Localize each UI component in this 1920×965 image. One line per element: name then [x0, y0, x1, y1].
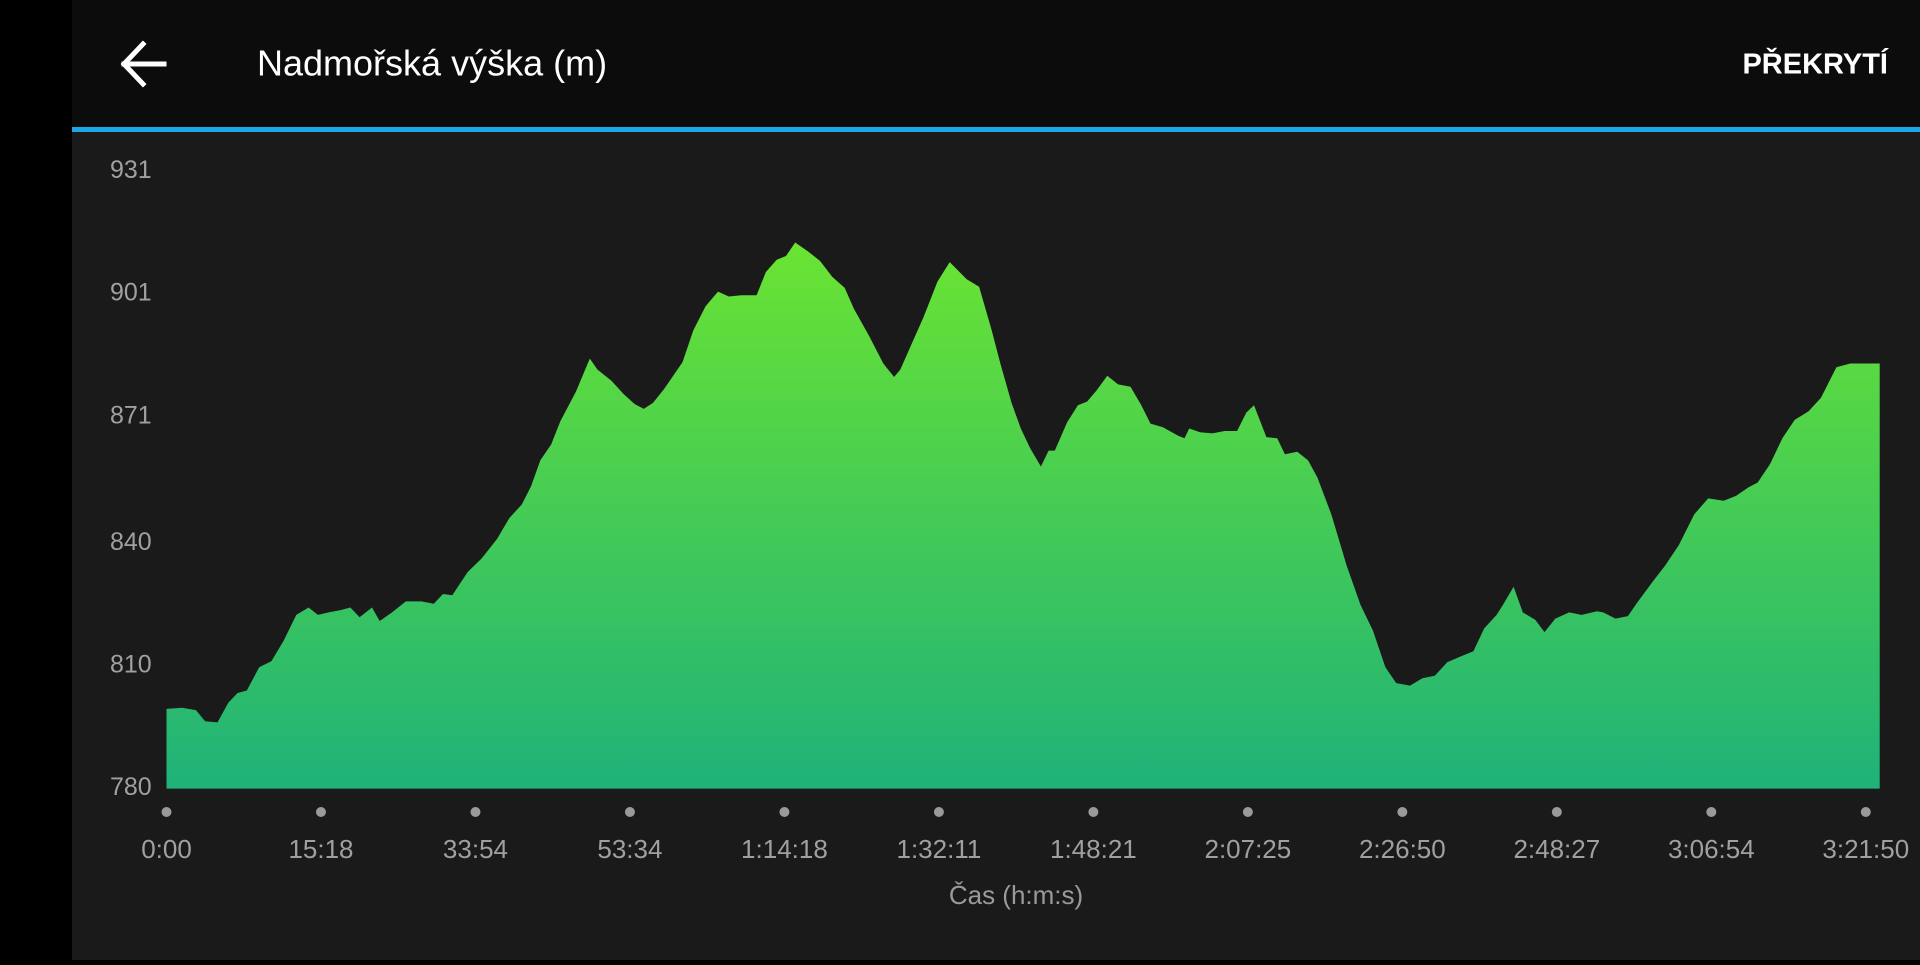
x-tick-dot: [1860, 807, 1871, 817]
x-tick-label: 53:34: [597, 834, 662, 864]
x-tick-dot: [1706, 807, 1717, 817]
x-tick-label: 0:00: [141, 834, 192, 864]
x-tick-dot: [1397, 807, 1408, 817]
elevation-area: [166, 242, 1880, 789]
x-tick-label: 2:48:27: [1513, 834, 1600, 864]
x-tick-dot: [1551, 807, 1562, 817]
y-tick-label: 840: [110, 528, 152, 556]
x-axis-title: Čas (h:m:s): [949, 880, 1083, 910]
header-bar: [72, 0, 1920, 127]
plot: 780 810 840 871 901 931 0:00 15:18 33:54 53:34 1:1…: [110, 156, 1909, 864]
x-tick-dot: [161, 807, 172, 817]
x-tick-label: 1:48:21: [1050, 834, 1137, 864]
y-tick-label: 871: [110, 401, 152, 429]
x-tick-dot: [779, 807, 790, 817]
back-arrow[interactable]: [120, 40, 167, 88]
y-tick-label: 931: [110, 156, 152, 184]
back-button[interactable]: [120, 40, 167, 88]
screen-title: Nadmořská výška (m): [257, 43, 607, 84]
x-tick-dot: [624, 807, 635, 817]
y-tick-label: 810: [110, 651, 152, 679]
x-tick-label: 15:18: [288, 834, 353, 864]
x-tick-dot: [470, 807, 481, 817]
x-tick-dot: [315, 807, 326, 817]
x-tick-label: 33:54: [443, 834, 508, 864]
x-tick-label: 3:06:54: [1668, 834, 1755, 864]
x-tick-dot: [1242, 807, 1253, 817]
x-tick-dot: [933, 807, 944, 817]
header-divider: [72, 127, 1920, 132]
x-tick-label: 3:21:50: [1822, 834, 1909, 864]
y-tick-label: 780: [110, 773, 152, 801]
y-tick-label: 901: [110, 279, 152, 307]
x-tick-label: 2:26:50: [1359, 834, 1446, 864]
x-tick-label: 2:07:25: [1204, 834, 1291, 864]
x-tick-label: 1:32:11: [896, 834, 981, 864]
overlay-button[interactable]: PŘEKRYTÍ: [1742, 47, 1888, 81]
x-tick-label: 1:14:18: [741, 834, 828, 864]
x-tick-dot: [1088, 807, 1099, 817]
left-edge: [0, 0, 72, 960]
